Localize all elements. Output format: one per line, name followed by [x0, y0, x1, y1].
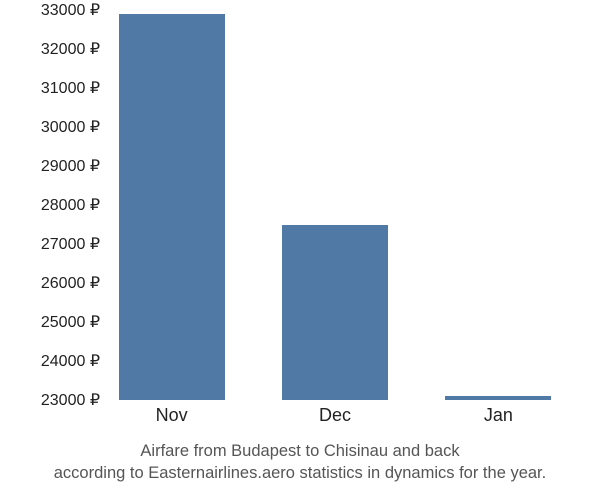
caption-line-2: according to Easternairlines.aero statis… — [54, 464, 546, 482]
x-tick-label: Nov — [156, 405, 188, 426]
y-tick-label: 32000 ₽ — [41, 39, 100, 59]
y-tick-label: 31000 ₽ — [41, 78, 100, 98]
x-tick-label: Jan — [484, 405, 513, 426]
caption-line-1: Airfare from Budapest to Chisinau and ba… — [140, 442, 459, 460]
y-tick-label: 29000 ₽ — [41, 156, 100, 176]
y-tick-label: 23000 ₽ — [41, 390, 100, 410]
y-tick-label: 27000 ₽ — [41, 234, 100, 254]
bar-dec — [282, 225, 388, 401]
bar-jan — [445, 396, 551, 400]
y-tick-label: 30000 ₽ — [41, 117, 100, 137]
plot-area — [90, 10, 580, 400]
y-tick-label: 24000 ₽ — [41, 351, 100, 371]
chart-caption: Airfare from Budapest to Chisinau and ba… — [0, 440, 600, 485]
bar-nov — [119, 14, 225, 400]
x-tick-label: Dec — [319, 405, 351, 426]
chart-container: Airfare from Budapest to Chisinau and ba… — [0, 0, 600, 500]
y-tick-label: 33000 ₽ — [41, 0, 100, 20]
y-tick-label: 26000 ₽ — [41, 273, 100, 293]
y-tick-label: 25000 ₽ — [41, 312, 100, 332]
y-tick-label: 28000 ₽ — [41, 195, 100, 215]
